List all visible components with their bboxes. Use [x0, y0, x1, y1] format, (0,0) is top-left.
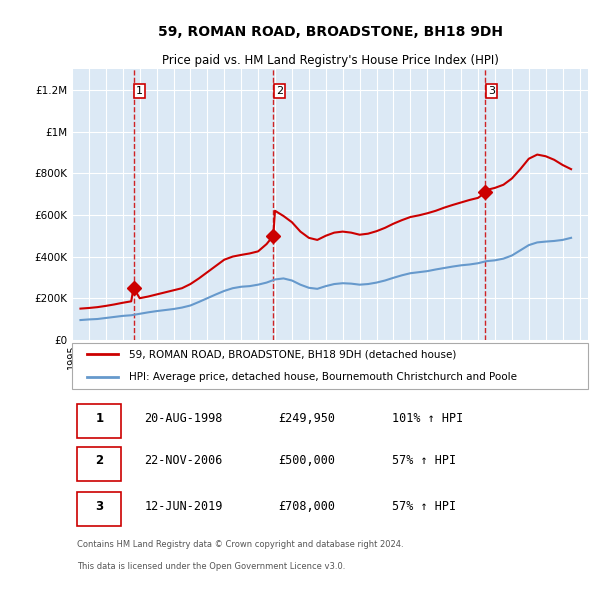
FancyBboxPatch shape	[77, 404, 121, 438]
Text: 59, ROMAN ROAD, BROADSTONE, BH18 9DH: 59, ROMAN ROAD, BROADSTONE, BH18 9DH	[157, 25, 503, 40]
Text: HPI: Average price, detached house, Bournemouth Christchurch and Poole: HPI: Average price, detached house, Bour…	[129, 372, 517, 382]
Text: 2: 2	[95, 454, 103, 467]
Text: 1: 1	[136, 86, 143, 96]
Text: Contains HM Land Registry data © Crown copyright and database right 2024.: Contains HM Land Registry data © Crown c…	[77, 540, 404, 549]
Text: 22-NOV-2006: 22-NOV-2006	[144, 454, 223, 467]
Text: 3: 3	[95, 500, 103, 513]
Text: 3: 3	[488, 86, 495, 96]
FancyBboxPatch shape	[72, 343, 588, 389]
Text: Price paid vs. HM Land Registry's House Price Index (HPI): Price paid vs. HM Land Registry's House …	[161, 54, 499, 67]
Text: £249,950: £249,950	[278, 412, 335, 425]
Text: 59, ROMAN ROAD, BROADSTONE, BH18 9DH (detached house): 59, ROMAN ROAD, BROADSTONE, BH18 9DH (de…	[129, 349, 456, 359]
Text: This data is licensed under the Open Government Licence v3.0.: This data is licensed under the Open Gov…	[77, 562, 346, 572]
FancyBboxPatch shape	[77, 492, 121, 526]
Text: 101% ↑ HPI: 101% ↑ HPI	[392, 412, 463, 425]
Text: 2: 2	[276, 86, 283, 96]
Text: £500,000: £500,000	[278, 454, 335, 467]
Text: £708,000: £708,000	[278, 500, 335, 513]
Text: 20-AUG-1998: 20-AUG-1998	[144, 412, 223, 425]
Text: 57% ↑ HPI: 57% ↑ HPI	[392, 500, 456, 513]
FancyBboxPatch shape	[77, 447, 121, 481]
Text: 1: 1	[95, 412, 103, 425]
Text: 12-JUN-2019: 12-JUN-2019	[144, 500, 223, 513]
Text: 57% ↑ HPI: 57% ↑ HPI	[392, 454, 456, 467]
